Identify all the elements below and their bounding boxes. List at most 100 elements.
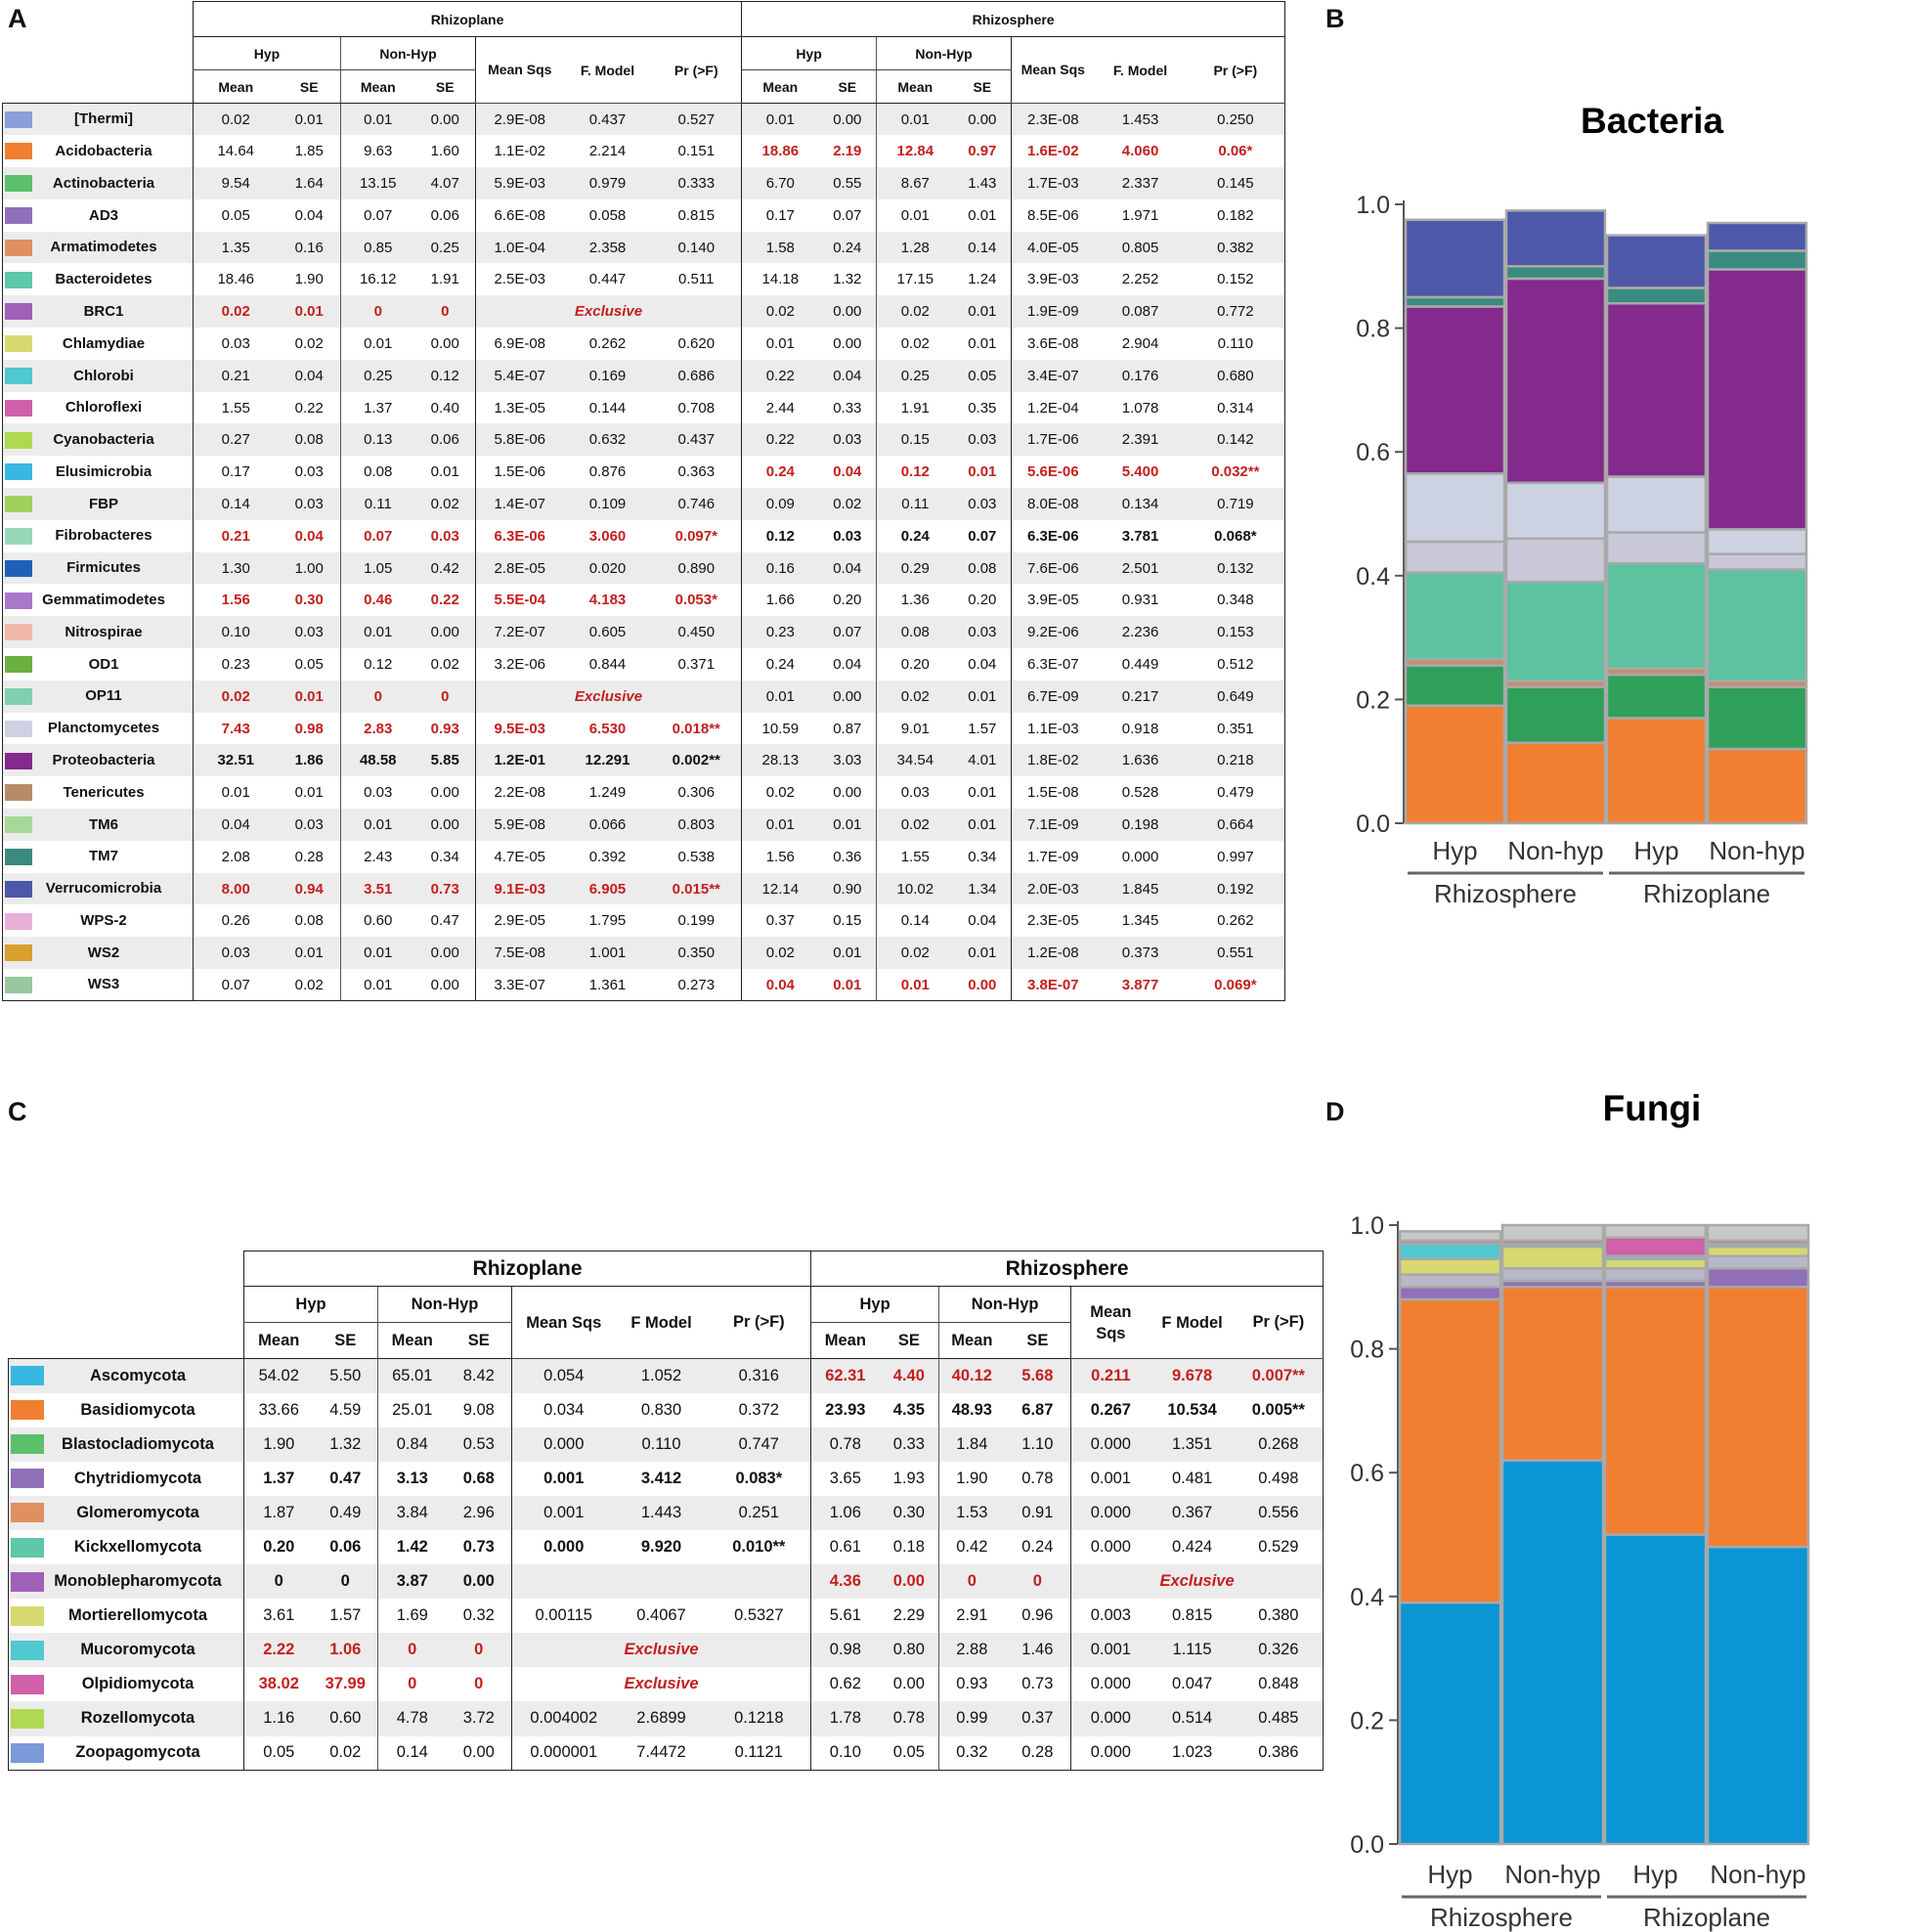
rhizosphere-pr-value: 0.380 [1234,1599,1325,1634]
rhizosphere-mean-sqs: 2.3E-05 [1011,904,1095,938]
exclusive-label: Exclusive [510,1633,812,1668]
rhizosphere-hyp-mean: 0.24 [765,463,795,481]
bar-segment [1603,1533,1708,1846]
rhizoplane-hyp-mean: 38.02 [243,1667,314,1702]
rhizoplane-nonhyp-mean: 0.46 [340,584,415,617]
rhizoplane-f-model: 1.249 [588,784,627,802]
rhizoplane-mean-sqs: 5.5E-04 [475,584,564,617]
rhizosphere-hyp-se: 4.35 [892,1400,925,1419]
x-group-label: Rhizoplane [1643,1903,1770,1932]
rhizoplane-pr-value: 0.018** [651,712,743,745]
rhizosphere-hyp-se: 0.01 [818,969,877,1002]
rhizoplane-hyp-mean: 1.90 [243,1427,314,1462]
taxon-cell: TM7 [2,840,194,873]
rhizoplane-f-model: 1.361 [563,969,652,1002]
rhizoplane-pr-value: 0.511 [651,263,743,296]
rhizosphere-hyp-mean: 0.62 [829,1675,861,1693]
rhizosphere-mean-sqs: 4.0E-05 [1011,231,1095,264]
rhizosphere-nonhyp-mean: 0.32 [938,1735,1005,1772]
rhizoplane-hyp-se: 1.86 [278,744,341,777]
rhizosphere-nonhyp-se: 0.20 [968,592,997,609]
rhizosphere-pr-value: 0.664 [1186,809,1286,841]
rhizosphere-nonhyp-mean: 0.29 [876,551,954,585]
rhizoplane-hyp-mean: 14.64 [193,135,279,168]
bar-segment [1500,1267,1605,1283]
rhizosphere-mean-sqs: 1.7E-03 [1011,167,1095,199]
rhizosphere-nonhyp-se: 0 [1004,1564,1071,1600]
table-row: Chlorobi 0.21 0.04 0.25 0.12 5.4E-07 0.169 0.68… [2,359,1286,392]
rhizosphere-hyp-se: 1.32 [833,271,862,288]
header-mean: Mean [193,69,279,104]
taxon-cell: Mucoromycota [8,1633,244,1668]
rhizosphere-mean-sqs: 0.001 [1070,1633,1151,1668]
rhizoplane-pr-value [707,1564,812,1600]
rhizoplane-mean-sqs: 5.9E-08 [475,809,564,841]
rhizoplane-nonhyp-mean: 13.15 [340,167,415,199]
rhizoplane-hyp-mean: 0.21 [193,519,279,552]
rhizosphere-hyp-mean: 0.02 [741,295,819,329]
rhizoplane-pr-value: 0.815 [651,198,743,232]
rhizosphere-mean-sqs: 0.000 [1070,1667,1151,1702]
rhizoplane-hyp-mean: 2.22 [243,1633,314,1668]
rhizosphere-f-model: 0.449 [1121,655,1159,673]
rhizoplane-nonhyp-mean: 2.43 [340,840,415,873]
rhizosphere-pr-value: 0.005** [1234,1392,1325,1427]
rhizoplane-nonhyp-mean: 0.01 [340,103,415,136]
rhizosphere-nonhyp-se: 0.07 [968,527,997,545]
rhizosphere-pr-value: 0.386 [1234,1735,1325,1772]
rhizoplane-hyp-se: 0.01 [278,295,341,329]
color-swatch [5,592,32,609]
rhizosphere-nonhyp-mean: 34.54 [876,744,954,777]
rhizoplane-f-model: 2.214 [588,143,627,160]
rhizoplane-hyp-mean: 1.35 [193,231,279,264]
color-swatch [5,752,32,769]
bar-segment [1706,1545,1810,1846]
bar-segment [1706,1254,1810,1270]
table-row: Fibrobacteres 0.21 0.04 0.07 0.03 6.3E-06 3.06… [2,519,1286,552]
rhizoplane-hyp-mean: 0.05 [243,1735,314,1772]
header-mean-sqs: Mean Sqs [1011,36,1095,104]
rhizosphere-nonhyp-se: 0.00 [953,969,1012,1002]
taxon-name: Mucoromycota [80,1641,195,1659]
taxon-name: Glomeromycota [76,1503,199,1521]
bar-segment [1500,1245,1605,1270]
rhizosphere-hyp-mean: 0.78 [810,1427,880,1462]
rhizoplane-hyp-mean: 0.02 [193,295,279,329]
rhizoplane-hyp-mean: 0.04 [193,809,279,841]
header-se: SE [414,69,476,104]
rhizoplane-f-model: 0.058 [588,206,627,224]
rhizosphere-nonhyp-mean: 0.93 [938,1667,1005,1702]
rhizosphere-f-model: 4.060 [1121,143,1159,160]
rhizoplane-pr-value: 0.350 [651,937,743,970]
taxon-name: Mortierellomycota [67,1606,208,1625]
rhizoplane-nonhyp-mean: 25.01 [377,1392,447,1427]
rhizoplane-nonhyp-mean: 16.12 [340,263,415,296]
rhizoplane-hyp-mean: 32.51 [193,744,279,777]
rhizoplane-nonhyp-se: 0.00 [414,103,476,136]
header-mean: Mean [876,69,954,104]
rhizoplane-hyp-se: 0.08 [278,423,341,457]
rhizoplane-nonhyp-se: 0.00 [414,937,476,970]
taxon-cell: Planctomycetes [2,712,194,745]
table-row: Nitrospirae 0.10 0.03 0.01 0.00 7.2E-07 0.605 0… [2,616,1286,649]
rhizoplane-mean-sqs: 1.4E-07 [475,488,564,520]
rhizosphere-pr-value: 0.250 [1186,103,1286,136]
rhizosphere-pr-value: 0.142 [1186,423,1286,457]
taxon-cell: Bacteroidetes [2,263,194,296]
rhizoplane-pr-value: 0.053* [651,584,743,617]
rhizoplane-f-model: 0.447 [588,271,627,288]
rhizoplane-hyp-mean: 1.56 [193,584,279,617]
group-header-rhizoplane: Rhizoplane [192,1,743,37]
rhizosphere-hyp-mean: 10.59 [761,720,800,737]
bar-segment [1605,561,1708,671]
rhizosphere-mean-sqs: 1.1E-03 [1011,712,1095,745]
rhizoplane-hyp-mean: 54.02 [243,1358,314,1393]
rhizosphere-hyp-mean: 1.58 [741,231,819,264]
header-mean: Mean [340,69,415,104]
rhizoplane-f-model: 1.443 [615,1495,708,1530]
taxon-name: [Thermi] [74,110,133,128]
rhizoplane-nonhyp-se: 0.53 [446,1427,512,1462]
rhizoplane-nonhyp-se: 0.00 [430,334,459,352]
rhizosphere-nonhyp-mean: 0.08 [876,616,954,649]
rhizoplane-hyp-se: 1.32 [313,1427,378,1462]
